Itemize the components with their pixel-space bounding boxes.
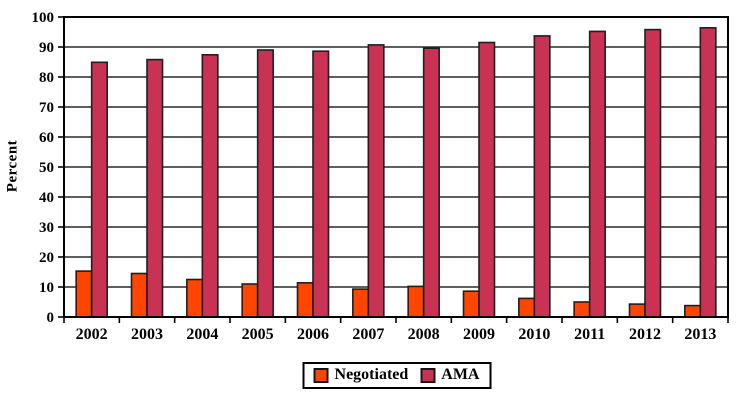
bar-ama-2009 [478, 41, 496, 318]
bar-ama-2005 [256, 49, 274, 318]
bar-ama-2007 [367, 44, 385, 318]
x-tick-label: 2010 [518, 326, 550, 343]
bar-ama-2008 [422, 47, 440, 318]
bar-negotiated-2012 [628, 303, 646, 318]
x-tick-label: 2002 [76, 326, 108, 343]
y-tick-label: 80 [39, 70, 54, 86]
chart-plot-area: 0 10 20 30 40 50 60 70 80 90 100 2002 2003 2004 2005 20… [32, 10, 729, 343]
bar-ama-2004 [201, 53, 219, 318]
bar-ama-2003 [146, 58, 164, 318]
legend-entry-negotiated: Negotiated [313, 366, 409, 384]
y-tick-label: 90 [39, 40, 54, 56]
bar-ama-2002 [90, 61, 108, 318]
x-tick-label: 2013 [684, 326, 716, 343]
bar-negotiated-2013 [684, 304, 702, 318]
bar-ama-2010 [533, 35, 551, 318]
bar-negotiated-2007 [352, 288, 370, 318]
y-tick-label: 60 [39, 130, 54, 146]
x-tick-label: 2012 [629, 326, 661, 343]
bar-negotiated-2002 [75, 270, 93, 318]
bar-negotiated-2010 [518, 297, 536, 318]
x-tick-label: 2011 [574, 326, 605, 343]
plot-border [63, 16, 729, 318]
bar-ama-2013 [699, 26, 717, 318]
bar-negotiated-2005 [241, 283, 259, 318]
x-tick-label: 2003 [131, 326, 163, 343]
legend-label-ama: AMA [441, 366, 480, 383]
x-tick-label: 2006 [297, 326, 329, 343]
legend-swatch-negotiated-icon [313, 367, 329, 383]
y-tick-label: 20 [39, 250, 54, 266]
y-tick-label: 10 [39, 280, 54, 296]
y-tick-label: 40 [39, 190, 54, 206]
bar-ama-2012 [644, 28, 662, 318]
y-tick-label: 100 [32, 10, 55, 26]
legend: Negotiated AMA [302, 362, 492, 389]
bar-ama-2011 [588, 30, 606, 318]
legend-swatch-ama-icon [420, 367, 436, 383]
y-tick-label: 50 [39, 160, 54, 176]
x-tick-label: 2008 [408, 326, 440, 343]
x-tick-label: 2009 [463, 326, 495, 343]
legend-label-negotiated: Negotiated [334, 366, 409, 383]
x-tick-label: 2004 [186, 326, 218, 343]
bar-negotiated-2003 [130, 272, 148, 318]
y-tick-label: 0 [47, 310, 55, 326]
bar-negotiated-2011 [573, 301, 591, 318]
x-tick-label: 2005 [242, 326, 274, 343]
legend-entry-ama: AMA [420, 366, 479, 384]
bar-ama-2006 [312, 50, 330, 318]
x-tick-label: 2007 [352, 326, 384, 343]
y-tick-label: 70 [39, 100, 54, 116]
y-tick-label: 30 [39, 220, 54, 236]
bar-negotiated-2004 [186, 278, 204, 318]
bar-negotiated-2009 [462, 290, 480, 318]
bar-negotiated-2006 [296, 281, 314, 318]
bar-negotiated-2008 [407, 285, 425, 318]
